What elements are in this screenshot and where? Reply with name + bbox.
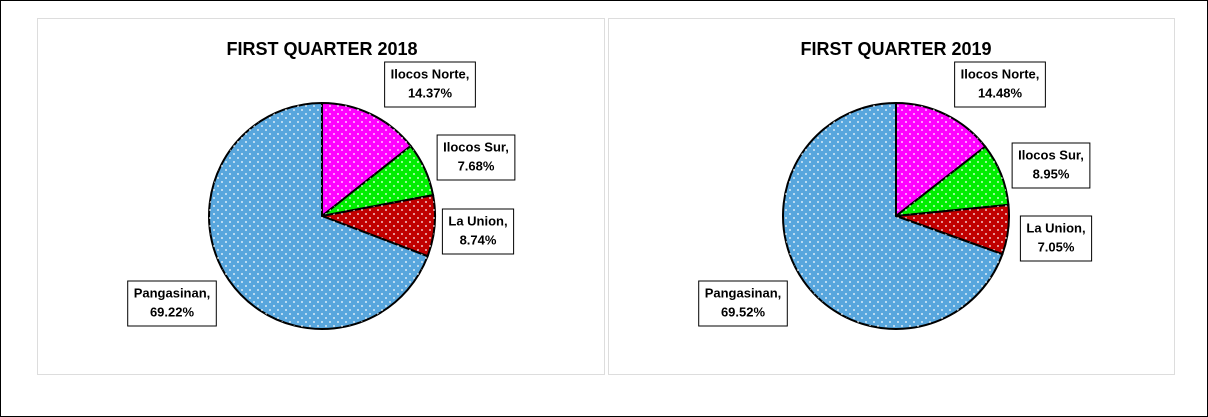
label-box — [698, 280, 788, 327]
data-label: Pangasinan, 69.22% — [127, 280, 217, 327]
data-label: Ilocos Sur, 8.95% — [1011, 142, 1091, 189]
value-label: 7.68% — [458, 158, 495, 173]
category-label: Pangasinan, — [134, 285, 211, 300]
value-label: 7.05% — [1038, 239, 1075, 254]
data-label: Pangasinan, 69.52% — [698, 280, 788, 327]
category-label: Ilocos Sur, — [443, 139, 509, 154]
label-box — [436, 134, 516, 181]
value-label: 14.37% — [408, 85, 453, 100]
category-label: La Union, — [1026, 220, 1085, 235]
label-box — [1011, 142, 1091, 189]
label-box — [1019, 215, 1093, 262]
category-label: Ilocos Norte, — [961, 66, 1040, 81]
label-box — [954, 61, 1046, 108]
label-box — [441, 208, 515, 255]
value-label: 14.48% — [978, 85, 1023, 100]
value-label: 69.22% — [150, 304, 195, 319]
data-label: Ilocos Norte, 14.37% — [384, 61, 476, 108]
value-label: 8.95% — [1033, 166, 1070, 181]
chart-title: FIRST QUARTER 2019 — [800, 39, 991, 59]
data-label: La Union, 8.74% — [441, 208, 515, 255]
category-label: Ilocos Sur, — [1018, 147, 1084, 162]
label-box — [127, 280, 217, 327]
data-label: Ilocos Norte, 14.48% — [954, 61, 1046, 108]
value-label: 69.52% — [721, 304, 766, 319]
category-label: Ilocos Norte, — [391, 66, 470, 81]
data-label: La Union, 7.05% — [1019, 215, 1093, 262]
category-label: La Union, — [448, 213, 507, 228]
data-label: Ilocos Sur, 7.68% — [436, 134, 516, 181]
label-box — [384, 61, 476, 108]
value-label: 8.74% — [460, 232, 497, 247]
chart-title: FIRST QUARTER 2018 — [226, 39, 417, 59]
category-label: Pangasinan, — [705, 285, 782, 300]
